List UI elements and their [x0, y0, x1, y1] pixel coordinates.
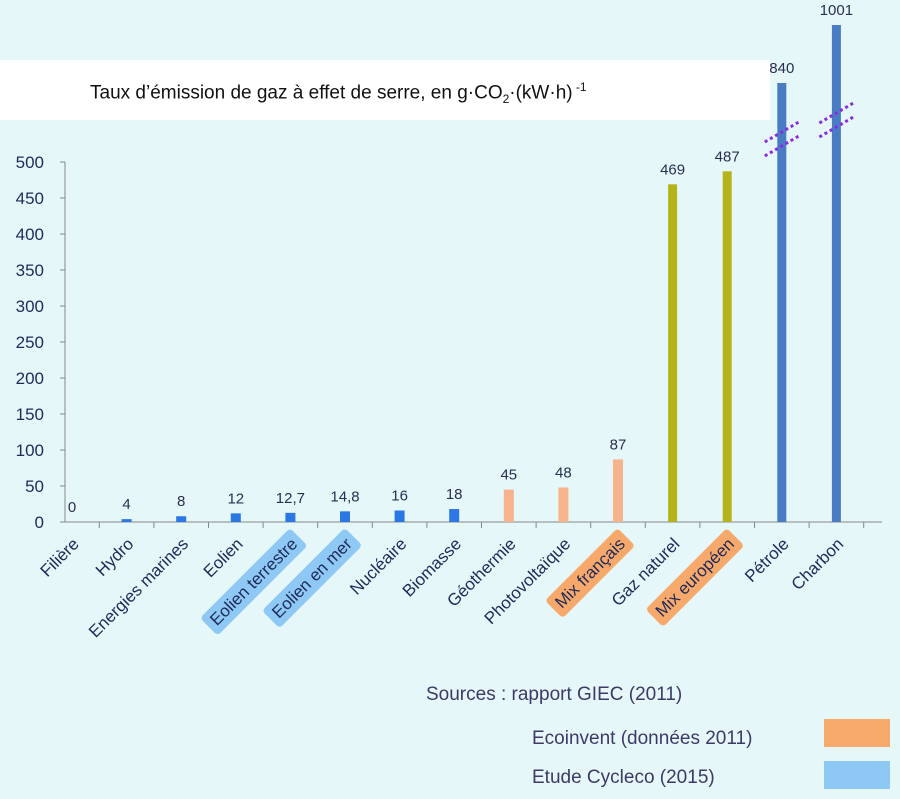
category-label-group: Filière: [37, 534, 83, 580]
y-tick-label: 300: [16, 297, 44, 316]
value-label: 12,7: [276, 490, 305, 507]
bar: [449, 509, 460, 522]
category-label-group: Hydro: [92, 534, 138, 580]
category-label: Charbon: [788, 534, 848, 594]
category-label-highlight: [263, 529, 361, 627]
axis-break-mark: [818, 115, 855, 139]
legend-ecoinvent-label: Ecoinvent (données 2011): [532, 728, 753, 749]
y-tick-label: 200: [16, 369, 44, 388]
y-tick-label: 400: [16, 225, 44, 244]
value-label: 469: [660, 161, 685, 178]
category-label-highlight: [546, 529, 634, 617]
bar: [558, 487, 569, 522]
value-label: 4: [122, 496, 130, 513]
bar: [176, 516, 187, 522]
value-label: 840: [769, 60, 794, 77]
y-tick-label: 0: [35, 513, 44, 532]
value-label: 14,8: [330, 488, 359, 505]
category-label-highlight: [647, 529, 743, 626]
y-tick-label: 50: [25, 477, 44, 496]
sources-label: Sources : rapport GIEC (2011): [426, 684, 683, 705]
axis-break-mark: [818, 101, 855, 125]
axis-break-mark: [764, 134, 800, 158]
legend-ecoinvent-swatch: [824, 719, 890, 747]
bar: [285, 512, 296, 522]
y-tick-label: 500: [16, 153, 44, 172]
bar: [668, 184, 678, 522]
y-tick-label: 450: [16, 189, 44, 208]
category-label-highlight: [201, 529, 306, 635]
value-label: 45: [500, 467, 517, 484]
bar: [503, 489, 514, 522]
category-label: Pétrole: [741, 534, 793, 586]
category-label-group: Charbon: [788, 534, 848, 594]
axis-break-mark: [764, 120, 800, 144]
bar: [722, 171, 732, 523]
category-label: Hydro: [92, 534, 138, 580]
category-label-group: Energies marines: [85, 534, 192, 641]
bar: [613, 459, 623, 522]
title-panel: [0, 60, 770, 120]
bar: [394, 510, 405, 522]
bar: [831, 25, 841, 522]
category-label: Eolien: [200, 534, 247, 581]
category-label-group: Pétrole: [741, 534, 793, 586]
legend-cycleco-label: Etude Cycleco (2015): [532, 767, 715, 788]
value-label: 87: [610, 436, 627, 453]
value-label: 12: [227, 490, 244, 507]
value-label: 48: [555, 464, 572, 481]
bar: [777, 83, 787, 522]
value-label: 0: [68, 499, 76, 516]
y-tick-label: 100: [16, 441, 44, 460]
value-label: 8: [177, 493, 185, 510]
category-label: Filière: [37, 534, 83, 580]
value-label: 487: [715, 148, 740, 165]
category-label: Energies marines: [85, 534, 192, 641]
bar: [230, 513, 241, 522]
chart-title: Taux d’émission de gaz à effet de serre,…: [90, 80, 587, 107]
y-tick-label: 150: [16, 405, 44, 424]
bar: [340, 511, 350, 522]
bar: [121, 519, 132, 522]
category-label-group: Eolien: [200, 534, 247, 581]
y-tick-label: 350: [16, 261, 44, 280]
y-tick-label: 250: [16, 333, 44, 352]
value-label: 16: [391, 487, 408, 504]
legend-cycleco-swatch: [824, 761, 890, 789]
value-label: 1001: [820, 2, 853, 19]
value-label: 18: [446, 486, 463, 503]
